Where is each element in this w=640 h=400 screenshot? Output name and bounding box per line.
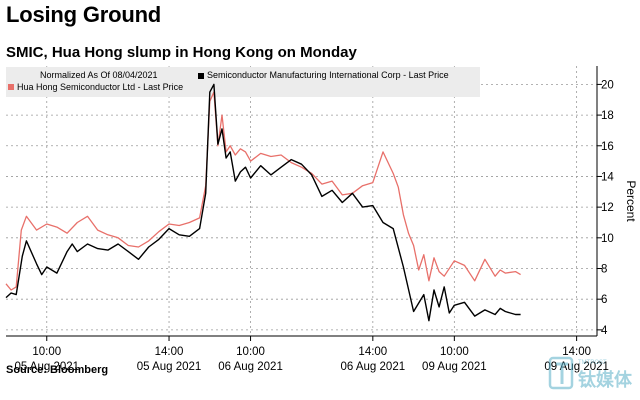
y-tick-label: 16 <box>601 141 614 153</box>
x-tick-date-label: 05 Aug 2021 <box>137 361 202 373</box>
x-tick-date-label: 09 Aug 2021 <box>422 361 487 373</box>
y-tick-label: 4 <box>601 325 608 337</box>
grid-lines <box>6 66 597 336</box>
legend: Normalized As Of 08/04/2021 Semiconducto… <box>6 67 480 97</box>
y-axis-label: Percent <box>624 180 638 222</box>
x-axis-ticks: 10:00 05 Aug 2021 14:00 05 Aug 2021 10:00 06 … <box>14 336 609 373</box>
y-tick-label: 8 <box>601 264 607 276</box>
y-tick-label: 20 <box>601 79 614 91</box>
y-tick-label: 14 <box>601 171 614 183</box>
chart-title: Losing Ground <box>6 2 162 27</box>
x-tick-date-label: 05 Aug 2021 <box>14 361 79 373</box>
x-tick-time-label: 10:00 <box>440 346 469 358</box>
source-note: Source: Bloomberg <box>6 364 109 376</box>
series-line-smic <box>5 83 521 322</box>
x-tick-date-label: 06 Aug 2021 <box>341 361 406 373</box>
legend-swatch-smic <box>198 73 204 79</box>
y-tick-label: 6 <box>601 294 607 306</box>
x-tick-time-label: 14:00 <box>155 346 184 358</box>
legend-box <box>6 67 480 97</box>
x-tick-time-label: 14:00 <box>358 346 387 358</box>
chart-subtitle: SMIC, Hua Hong slump in Hong Kong on Mon… <box>6 44 357 61</box>
legend-label-smic: Semiconductor Manufacturing Internationa… <box>207 70 449 80</box>
series-lines <box>5 83 521 322</box>
y-tick-label: 18 <box>601 110 614 122</box>
y-axis-ticks: 4 6 8 10 12 14 16 18 20 <box>597 79 614 337</box>
legend-swatch-huahong <box>8 84 14 90</box>
watermark-mark-icon <box>548 356 574 390</box>
watermark-text: 钛媒体 <box>578 369 633 391</box>
x-tick-time-label: 14:00 <box>562 346 591 358</box>
x-tick-time-label: 10:00 <box>32 346 61 358</box>
series-line-huahong <box>5 91 521 291</box>
y-tick-label: 10 <box>601 233 614 245</box>
watermark-logo: TMTPOST 钛媒体 <box>548 356 633 391</box>
x-tick-time-label: 10:00 <box>236 346 265 358</box>
x-tick-date-label: 06 Aug 2021 <box>218 361 283 373</box>
watermark-small-text: TMTPOST <box>578 360 607 366</box>
legend-label-huahong: Hua Hong Semiconductor Ltd - Last Price <box>17 82 183 92</box>
y-tick-label: 12 <box>601 202 614 214</box>
legend-note: Normalized As Of 08/04/2021 <box>40 70 158 80</box>
